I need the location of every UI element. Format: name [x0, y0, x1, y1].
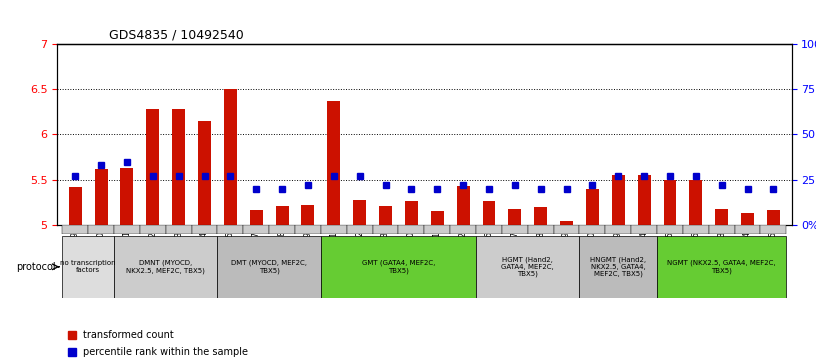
Bar [198, 121, 211, 225]
Bar [250, 210, 263, 225]
Text: NGMT (NKX2.5, GATA4, MEF2C,
TBX5): NGMT (NKX2.5, GATA4, MEF2C, TBX5) [667, 260, 776, 274]
Bar [457, 186, 469, 225]
FancyBboxPatch shape [528, 225, 553, 234]
FancyBboxPatch shape [166, 225, 192, 234]
Bar [327, 101, 340, 225]
FancyBboxPatch shape [683, 225, 709, 234]
FancyBboxPatch shape [502, 225, 528, 234]
FancyBboxPatch shape [709, 225, 734, 234]
Bar [741, 213, 754, 225]
FancyBboxPatch shape [217, 225, 243, 234]
Bar [586, 189, 599, 225]
FancyBboxPatch shape [373, 225, 398, 234]
FancyBboxPatch shape [424, 225, 450, 234]
Bar [379, 206, 392, 225]
FancyBboxPatch shape [114, 236, 217, 298]
FancyBboxPatch shape [269, 225, 295, 234]
Text: transformed count: transformed count [83, 330, 174, 340]
Bar [767, 210, 780, 225]
FancyBboxPatch shape [295, 225, 321, 234]
FancyBboxPatch shape [88, 225, 114, 234]
Text: GDS4835 / 10492540: GDS4835 / 10492540 [109, 28, 243, 41]
Bar [637, 175, 650, 225]
FancyBboxPatch shape [579, 225, 605, 234]
FancyBboxPatch shape [114, 225, 140, 234]
FancyBboxPatch shape [243, 225, 269, 234]
FancyBboxPatch shape [657, 236, 787, 298]
FancyBboxPatch shape [217, 236, 321, 298]
Bar [121, 168, 133, 225]
Text: HNGMT (Hand2,
NKX2.5, GATA4,
MEF2C, TBX5): HNGMT (Hand2, NKX2.5, GATA4, MEF2C, TBX5… [590, 256, 646, 277]
Bar [716, 209, 728, 225]
Text: GMT (GATA4, MEF2C,
TBX5): GMT (GATA4, MEF2C, TBX5) [361, 260, 435, 274]
Text: HGMT (Hand2,
GATA4, MEF2C,
TBX5): HGMT (Hand2, GATA4, MEF2C, TBX5) [501, 256, 554, 277]
Bar [690, 180, 703, 225]
FancyBboxPatch shape [62, 225, 88, 234]
Bar [663, 180, 676, 225]
FancyBboxPatch shape [632, 225, 657, 234]
FancyBboxPatch shape [734, 225, 761, 234]
Bar [146, 109, 159, 225]
FancyBboxPatch shape [347, 225, 373, 234]
FancyBboxPatch shape [761, 225, 787, 234]
Bar [69, 187, 82, 225]
FancyBboxPatch shape [657, 225, 683, 234]
FancyBboxPatch shape [579, 236, 657, 298]
Bar [560, 221, 573, 225]
FancyBboxPatch shape [140, 225, 166, 234]
Bar [405, 201, 418, 225]
Bar [612, 175, 625, 225]
FancyBboxPatch shape [476, 236, 579, 298]
FancyBboxPatch shape [605, 225, 632, 234]
Bar [353, 200, 366, 225]
Text: no transcription
factors: no transcription factors [60, 260, 116, 273]
Bar [508, 209, 521, 225]
Bar [534, 207, 548, 225]
FancyBboxPatch shape [321, 236, 476, 298]
FancyBboxPatch shape [553, 225, 579, 234]
Text: percentile rank within the sample: percentile rank within the sample [83, 347, 248, 357]
Bar [482, 201, 495, 225]
Bar [172, 109, 185, 225]
Bar [224, 89, 237, 225]
FancyBboxPatch shape [450, 225, 476, 234]
Bar [95, 169, 108, 225]
Text: DMT (MYOCD, MEF2C,
TBX5): DMT (MYOCD, MEF2C, TBX5) [231, 260, 307, 274]
Bar [276, 206, 289, 225]
Bar [301, 205, 314, 225]
Text: protocol: protocol [16, 262, 55, 272]
FancyBboxPatch shape [62, 236, 114, 298]
FancyBboxPatch shape [476, 225, 502, 234]
FancyBboxPatch shape [192, 225, 217, 234]
FancyBboxPatch shape [321, 225, 347, 234]
FancyBboxPatch shape [398, 225, 424, 234]
Bar [431, 211, 444, 225]
Text: DMNT (MYOCD,
NKX2.5, MEF2C, TBX5): DMNT (MYOCD, NKX2.5, MEF2C, TBX5) [126, 260, 205, 274]
